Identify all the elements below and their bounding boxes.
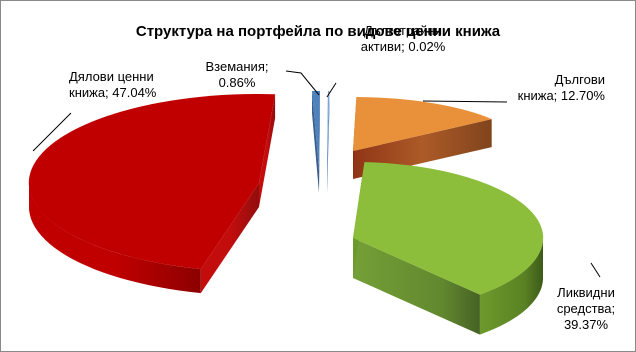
slice-receivables-top [312, 90, 320, 171]
slice-fixed-assets [327, 90, 330, 193]
slice-liquid-side [479, 239, 543, 335]
slice-liquid-wall-1 [353, 238, 480, 335]
slice-receivables-label: Вземания; 0.86% [206, 59, 269, 90]
slice-receivables-wall-0 [312, 91, 319, 193]
slice-liquid-label-line: средства; [557, 301, 615, 316]
slice-equity-label-line: книжа; 47.04% [69, 85, 157, 100]
slice-equity-side [29, 181, 201, 294]
data-labels: Дялови ценни книжа; 47.04% Вземания; 0.86% Д… [69, 23, 615, 332]
slice-fixed-assets-wall-1 [327, 91, 330, 193]
slice-equity-wall-1 [259, 94, 276, 207]
slice-liquid-label-line: 39.37% [564, 317, 609, 332]
slice-receivables [312, 90, 320, 193]
slice-fixed-assets-leader-line [326, 82, 337, 98]
slice-liquid-label-line: Ликвидни [557, 285, 615, 300]
slice-debt-label-line: книжа; 12.70% [518, 88, 606, 103]
slice-debt-label-line: Дългови [555, 72, 605, 87]
slice-equity [28, 93, 276, 294]
slice-fixed-assets-label-line: активи; 0.02% [361, 39, 446, 54]
slice-equity-leader-line [32, 112, 72, 152]
slice-liquid [353, 162, 544, 335]
pie-slices [28, 90, 544, 335]
slice-debt-leader-line [422, 100, 508, 103]
slice-liquid-top [353, 162, 544, 295]
chart-title: Структура на портфейла по видове ценни к… [136, 23, 501, 40]
slice-fixed-assets-top [327, 90, 330, 171]
slice-receivables-label-line: 0.86% [219, 75, 256, 90]
slice-fixed-assets-label: Дълготрайни активи; 0.02% [361, 23, 446, 54]
slice-receivables-wall-1 [319, 91, 320, 193]
slice-equity-label-line: Дялови ценни [69, 69, 154, 84]
leader-lines [32, 70, 601, 278]
slice-equity-label: Дялови ценни книжа; 47.04% [69, 69, 157, 100]
slice-debt-label: Дългови книжа; 12.70% [518, 72, 606, 103]
slice-equity-wall-0 [200, 183, 259, 294]
slice-fixed-assets-label-line: Дълготрайни [364, 23, 442, 38]
slice-debt-top [353, 97, 492, 151]
slice-liquid-label: Ликвидни средства; 39.37% [557, 285, 615, 332]
slice-receivables-leader-line [285, 70, 320, 96]
slice-equity-top [28, 93, 276, 270]
slice-liquid-leader-line [590, 262, 601, 278]
slice-receivables-label-line: Вземания; [206, 59, 269, 74]
